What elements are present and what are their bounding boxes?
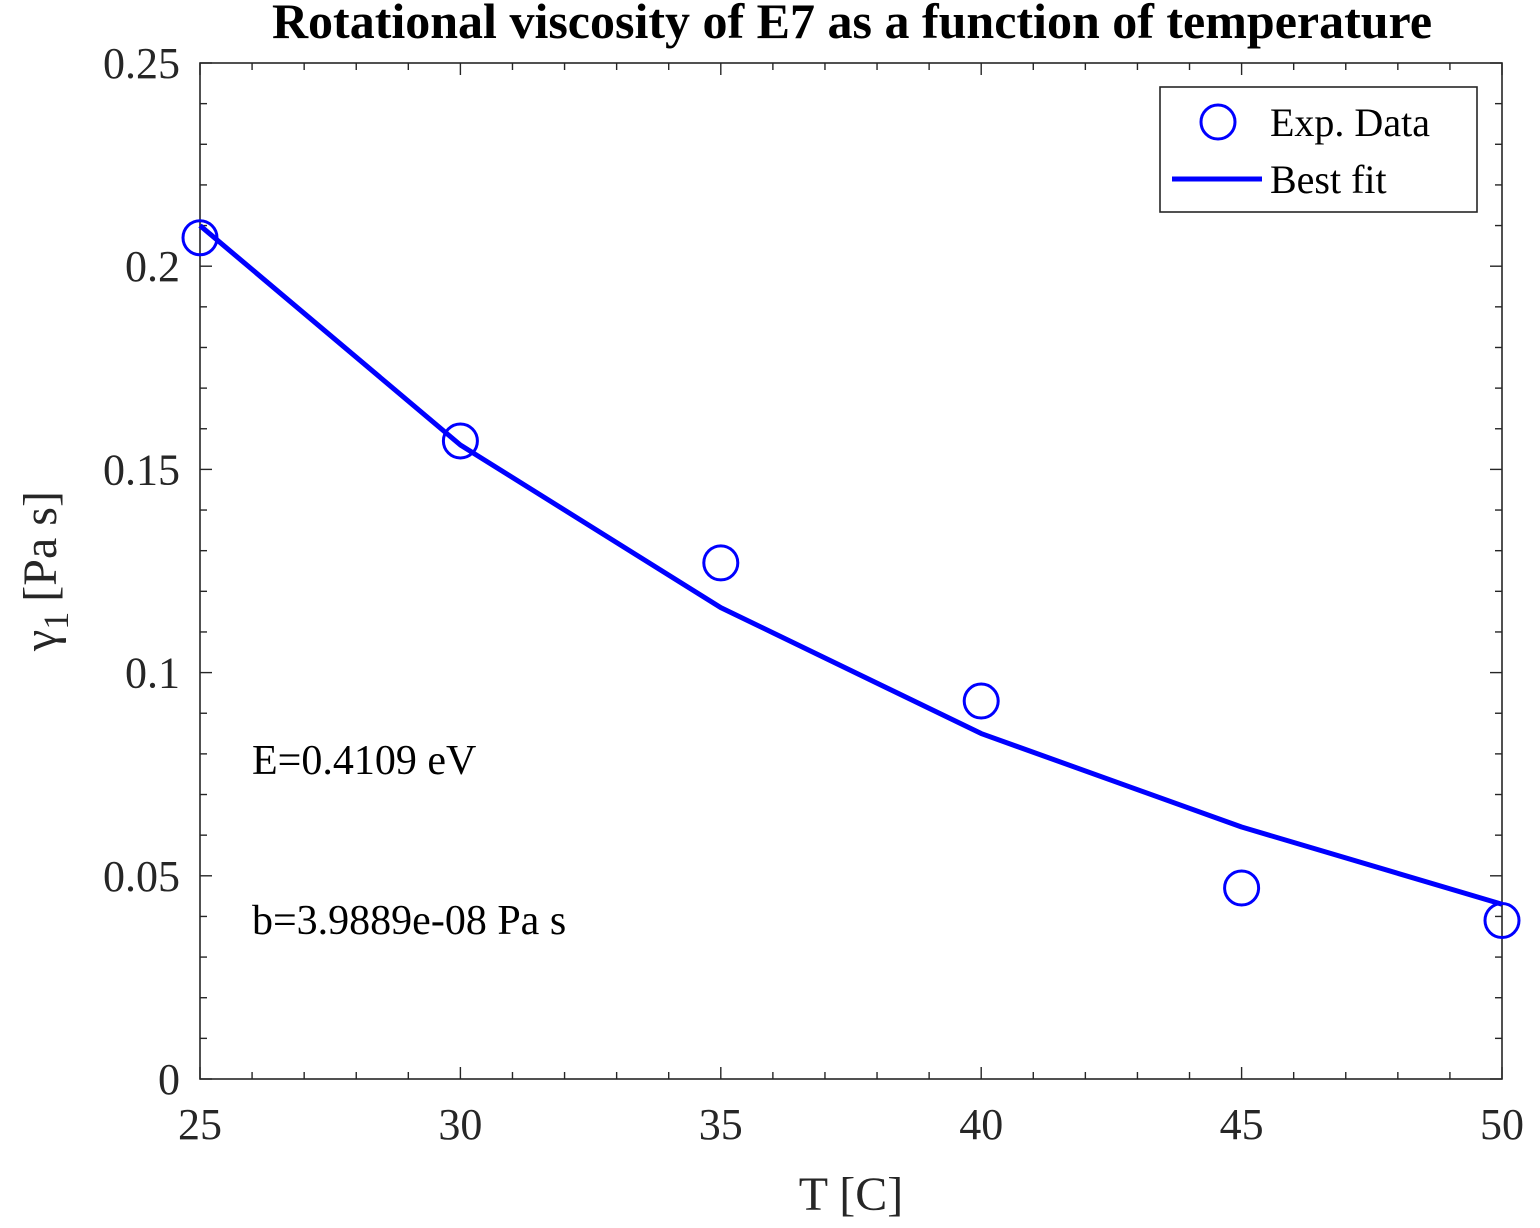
x-tick-label: 25 xyxy=(178,1100,222,1149)
y-tick-label: 0.05 xyxy=(103,852,180,901)
y-axis-label: γ1 [Pa s] xyxy=(14,491,76,652)
legend-label-best-fit: Best fit xyxy=(1270,157,1387,202)
y-axis-unit: [Pa s] xyxy=(14,491,67,602)
plot-area-frame xyxy=(199,62,1503,1080)
x-tick-label: 45 xyxy=(1220,1100,1264,1149)
y-tick-label: 0.1 xyxy=(125,649,180,698)
x-tick-label: 50 xyxy=(1480,1100,1524,1149)
data-point xyxy=(441,422,479,460)
legend-marker-circle xyxy=(1199,103,1237,141)
legend: Exp. Data Best fit xyxy=(1159,86,1478,213)
chart-title: Rotational viscosity of E7 as a function… xyxy=(272,0,1432,49)
annotation-prefactor: b=3.9889e-08 Pa s xyxy=(252,898,566,944)
legend-label-exp-data: Exp. Data xyxy=(1270,100,1430,145)
y-tick-label: 0.2 xyxy=(125,242,180,291)
data-point xyxy=(181,219,219,257)
y-tick-label: 0.25 xyxy=(103,39,180,88)
data-point xyxy=(702,544,740,582)
y-axis-symbol: γ xyxy=(14,630,67,652)
annotation-energy: E=0.4109 eV xyxy=(252,738,476,784)
y-tick-label: 0.15 xyxy=(103,445,180,494)
data-point xyxy=(1483,902,1521,940)
axis-ticks xyxy=(199,62,1503,1080)
y-tick-label: 0 xyxy=(158,1055,180,1104)
best-fit-line xyxy=(198,223,1503,907)
x-tick-label: 35 xyxy=(699,1100,743,1149)
exp-data-markers xyxy=(181,219,1521,940)
x-tick-label: 30 xyxy=(438,1100,482,1149)
data-point xyxy=(1223,869,1261,907)
y-axis-subscript: 1 xyxy=(36,612,76,630)
data-point xyxy=(962,682,1000,720)
x-axis-label: T [C] xyxy=(799,1168,903,1221)
x-tick-label: 40 xyxy=(959,1100,1003,1149)
legend-box xyxy=(1159,86,1478,213)
axis-tick-labels: 25 30 35 40 45 50 0 0.05 0.1 0.15 0.2 0.25 xyxy=(103,39,1524,1149)
